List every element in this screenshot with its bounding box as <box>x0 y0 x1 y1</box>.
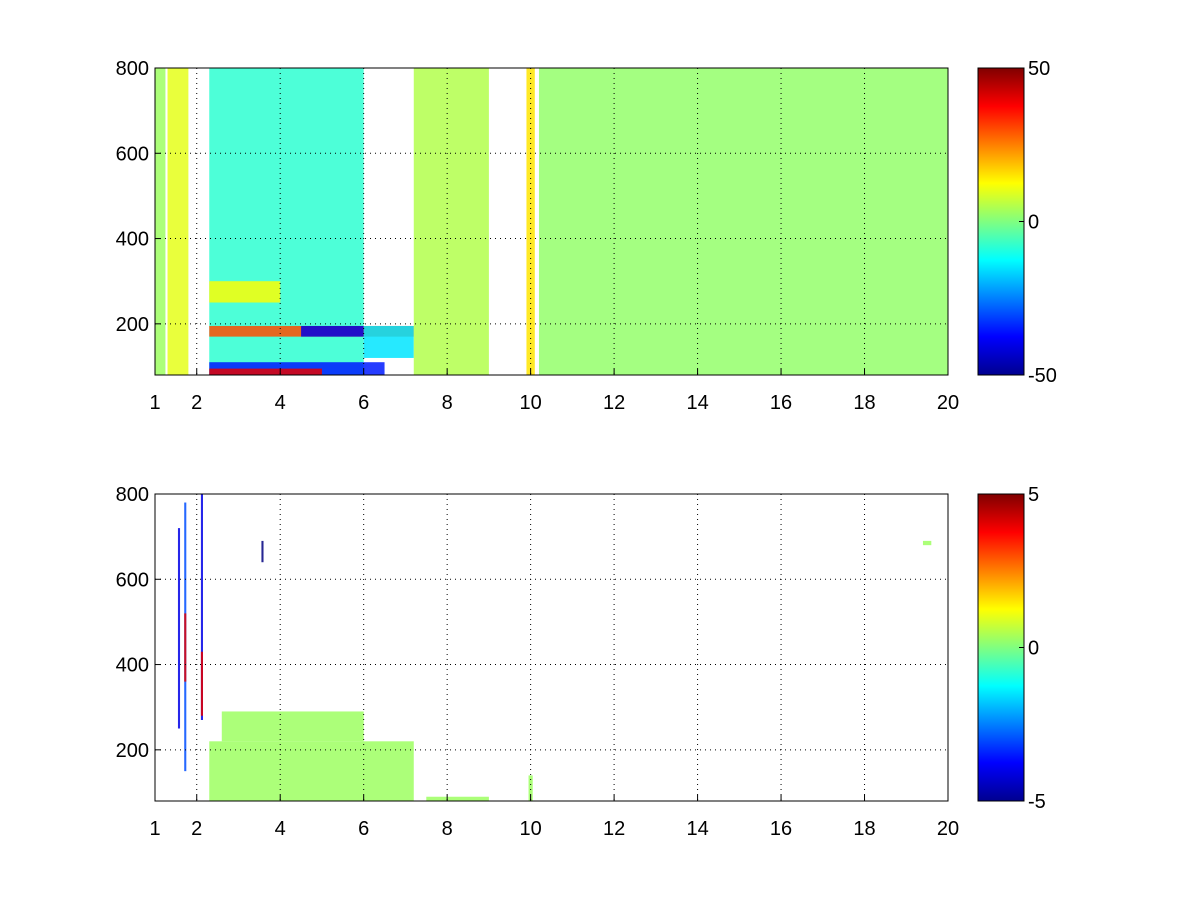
heatmap-cell <box>177 528 181 729</box>
colorbar-tick-label: -50 <box>1028 365 1057 387</box>
x-tick-label: 4 <box>275 392 286 414</box>
x-tick-label: 8 <box>442 818 453 840</box>
colorbar-gradient <box>977 67 1025 376</box>
top-heatmap-cells <box>155 68 948 375</box>
y-tick-label: 200 <box>116 314 149 336</box>
x-tick-label: 12 <box>603 818 625 840</box>
x-tick-label: 16 <box>770 392 792 414</box>
top-y-ticks: 200 400 600 800 <box>116 58 161 336</box>
heatmap-cell <box>200 494 203 720</box>
x-tick-label: 6 <box>358 818 369 840</box>
colorbar-tick-label: 50 <box>1028 58 1050 80</box>
colorbar-tick-label: 0 <box>1028 638 1039 660</box>
y-tick-label: 600 <box>116 569 149 591</box>
heatmap-cell <box>261 540 264 563</box>
heatmap-cell <box>426 796 489 801</box>
bottom-heatmap-cells <box>177 494 932 801</box>
y-tick-label: 800 <box>116 484 149 506</box>
heatmap-cell <box>363 325 414 358</box>
y-tick-label: 200 <box>116 740 149 762</box>
top-grid <box>155 68 948 375</box>
heatmap-cell <box>200 651 203 716</box>
x-tick-label: 18 <box>853 392 875 414</box>
x-tick-label: 18 <box>853 818 875 840</box>
y-tick-label: 400 <box>116 229 149 251</box>
heatmap-cell <box>221 711 364 742</box>
bottom-axes-frame <box>154 493 949 802</box>
x-tick-label: 2 <box>191 818 202 840</box>
x-tick-label: 20 <box>937 392 959 414</box>
bottom-grid <box>155 494 948 801</box>
x-tick-label: 8 <box>442 392 453 414</box>
x-tick-label: 14 <box>686 392 708 414</box>
heatmap-cell <box>155 68 166 375</box>
x-tick-label: 1 <box>149 818 160 840</box>
colorbar-tick-label: -5 <box>1028 791 1046 813</box>
x-tick-label: 4 <box>275 818 286 840</box>
x-tick-label: 10 <box>520 392 542 414</box>
heatmap-cell <box>209 68 364 375</box>
heatmap-cell <box>922 540 932 546</box>
colorbar-tick-label: 0 <box>1028 212 1039 234</box>
x-tick-label: 1 <box>149 392 160 414</box>
y-tick-label: 400 <box>116 655 149 677</box>
heatmap-cell <box>413 68 489 375</box>
heatmap-cell <box>167 68 189 375</box>
heatmap-cell <box>528 775 533 801</box>
heatmap-cell <box>184 613 187 682</box>
bottom-y-ticks: 200 400 600 800 <box>116 484 161 762</box>
top-axes-frame <box>154 67 949 376</box>
heatmap-cell <box>538 68 948 375</box>
colorbar-tick-label: 5 <box>1028 484 1039 506</box>
top-colorbar: 50 0 -50 <box>977 58 1057 387</box>
x-tick-label: 16 <box>770 818 792 840</box>
heatmap-cell <box>209 741 414 801</box>
heatmap-cell <box>301 325 364 337</box>
x-tick-label: 20 <box>937 818 959 840</box>
x-tick-label: 2 <box>191 392 202 414</box>
heatmap-cell <box>209 368 322 375</box>
x-tick-label: 14 <box>686 818 708 840</box>
x-tick-label: 6 <box>358 392 369 414</box>
x-tick-label: 10 <box>520 818 542 840</box>
x-tick-label: 12 <box>603 392 625 414</box>
heatmap-cell <box>209 281 281 303</box>
y-tick-label: 600 <box>116 143 149 165</box>
colorbar-gradient <box>977 493 1025 802</box>
bottom-colorbar: 5 0 -5 <box>977 484 1046 813</box>
heatmap-cell <box>526 68 535 375</box>
bottom-x-ticks: 1 2 4 6 8 10 12 14 16 18 20 <box>149 795 959 840</box>
top-x-ticks: 1 2 4 6 8 10 12 14 16 18 20 <box>149 369 959 414</box>
y-tick-label: 800 <box>116 58 149 80</box>
